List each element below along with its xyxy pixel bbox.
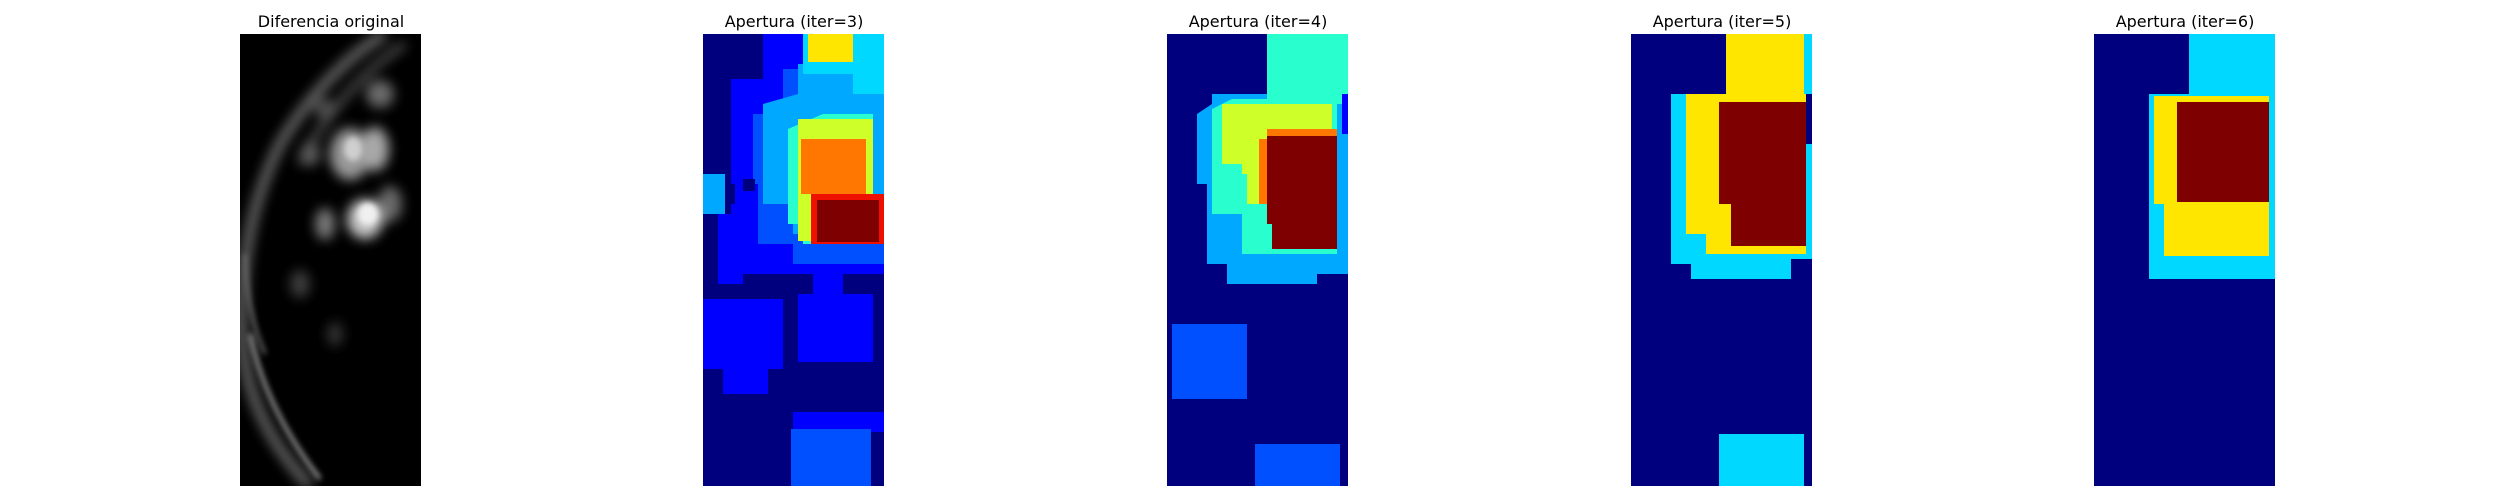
panel-title-4: Apertura (iter=5) — [1652, 12, 1792, 31]
panel-title-1: Diferencia original — [257, 12, 405, 31]
jet-image-iter-6 — [2094, 34, 2275, 486]
panel-title-3: Apertura (iter=4) — [1188, 12, 1328, 31]
panel-apertura-iter-5 — [1631, 34, 1812, 486]
jet-image-iter-4 — [1167, 34, 1348, 486]
panel-title-5: Apertura (iter=6) — [2115, 12, 2255, 31]
panel-apertura-iter-3 — [703, 34, 884, 486]
panel-apertura-iter-4 — [1167, 34, 1348, 486]
jet-image-iter-5 — [1631, 34, 1812, 486]
grayscale-image — [240, 34, 421, 486]
panel-title-2: Apertura (iter=3) — [724, 12, 864, 31]
panel-apertura-iter-6 — [2094, 34, 2275, 486]
panel-diferencia-original — [240, 34, 421, 486]
jet-image-iter-3 — [703, 34, 884, 486]
